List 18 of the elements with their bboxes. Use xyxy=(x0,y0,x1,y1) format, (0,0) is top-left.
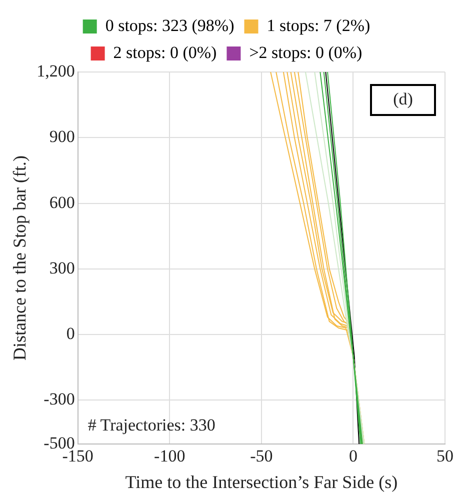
annotation: # Trajectories: 330 xyxy=(88,415,216,434)
y-tick-label: 900 xyxy=(49,127,75,146)
y-tick-label: 0 xyxy=(66,324,75,344)
legend-label: 0 stops: 323 (98%) xyxy=(105,16,234,35)
y-axis-title: Distance to the Stop bar (ft.) xyxy=(10,156,30,360)
y-tick-label: 600 xyxy=(49,192,75,212)
annotation: (d) xyxy=(393,89,413,108)
legend-label: 1 stops: 7 (2%) xyxy=(266,16,370,35)
y-tick-label: 1,200 xyxy=(36,61,75,80)
y-tick-label: 300 xyxy=(49,258,75,278)
x-tick-label: -100 xyxy=(154,446,186,466)
x-tick-label: -50 xyxy=(250,446,273,466)
y-tick-label: -300 xyxy=(44,390,75,409)
legend-label: 2 stops: 0 (0%) xyxy=(113,42,217,62)
x-tick-label: 50 xyxy=(436,446,454,466)
x-tick-label: 0 xyxy=(348,446,358,466)
x-axis-title: Time to the Intersection’s Far Side (s) xyxy=(125,472,398,492)
legend-label: >2 stops: 0 (0%) xyxy=(249,42,362,62)
